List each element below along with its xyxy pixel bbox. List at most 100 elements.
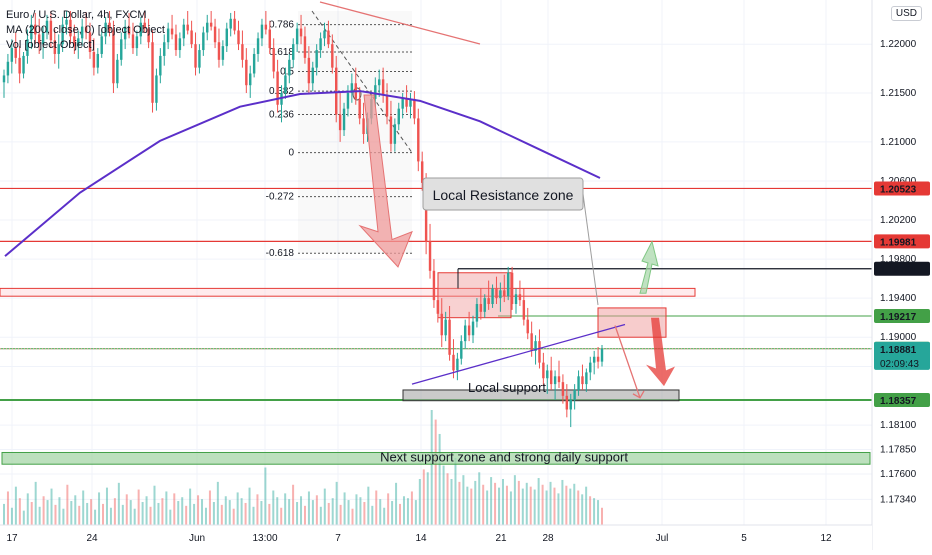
fib-level-label: 0.618 bbox=[269, 47, 294, 58]
candle-body bbox=[284, 75, 287, 94]
volume-bar bbox=[498, 487, 501, 525]
volume-bar bbox=[414, 500, 417, 525]
candle-body bbox=[104, 22, 107, 37]
candle-body bbox=[190, 30, 193, 45]
candle-body bbox=[460, 341, 463, 359]
volume-bar bbox=[252, 506, 255, 525]
candle-body bbox=[264, 24, 268, 30]
volume-bar bbox=[482, 484, 485, 525]
ascending-trendline bbox=[411, 323, 626, 385]
currency-badge[interactable]: USD bbox=[890, 6, 922, 21]
volume-bar bbox=[395, 482, 398, 525]
candle-body bbox=[45, 20, 49, 33]
volume-bar bbox=[260, 501, 263, 525]
candle-body bbox=[182, 24, 186, 39]
volume-bar bbox=[272, 490, 275, 525]
candle-body bbox=[209, 22, 213, 27]
volume-bar bbox=[410, 491, 413, 525]
candle-body bbox=[268, 29, 271, 49]
volume-bar bbox=[494, 482, 497, 525]
price-tick-label: 1.20600 bbox=[880, 176, 917, 187]
legend-title[interactable]: Euro / U.S. Dollar, 4h, FXCM bbox=[6, 9, 147, 21]
time-tick-label: 7 bbox=[335, 533, 341, 544]
volume-bar bbox=[26, 493, 29, 525]
legend-ma[interactable]: MA (200, close, 0) [object Object bbox=[6, 24, 165, 36]
volume-bar bbox=[371, 505, 374, 525]
volume-bar bbox=[30, 502, 33, 525]
volume-bar bbox=[383, 507, 386, 525]
candle-body bbox=[276, 71, 279, 105]
volume-bar bbox=[359, 497, 362, 525]
candle-body bbox=[92, 52, 96, 68]
time-tick-label: 28 bbox=[542, 533, 554, 544]
volume-bar bbox=[422, 469, 425, 525]
candle-body bbox=[557, 376, 561, 383]
volume-bar bbox=[78, 505, 81, 525]
candle-body bbox=[506, 272, 510, 297]
volume-bar bbox=[280, 507, 283, 525]
candle-body bbox=[229, 18, 232, 29]
candle-body bbox=[22, 55, 25, 74]
candle-body bbox=[18, 57, 21, 74]
price-axis: 1.22000 1.21500 1.21000 1.20600 1.20200 1.198… bbox=[871, 0, 932, 550]
volume-bar bbox=[212, 502, 215, 525]
candle-body bbox=[120, 39, 123, 60]
volume-bar bbox=[573, 483, 576, 525]
volume-bar bbox=[58, 497, 61, 525]
volume-bar bbox=[137, 489, 140, 525]
time-tick-label: 24 bbox=[86, 533, 98, 544]
volume-bar bbox=[323, 488, 326, 525]
candle-body bbox=[409, 98, 412, 107]
candle-body bbox=[198, 50, 201, 68]
volume-bar bbox=[446, 473, 449, 525]
candle-body bbox=[139, 22, 143, 37]
candle-body bbox=[479, 304, 483, 312]
price-tag bbox=[874, 234, 930, 249]
fib-level-label: 0.786 bbox=[269, 20, 294, 31]
candle-body bbox=[553, 376, 557, 385]
price-tag-label: 1.19217 bbox=[880, 312, 917, 323]
candle-body bbox=[546, 370, 549, 379]
volume-bar bbox=[264, 467, 267, 525]
volume-bar bbox=[418, 479, 421, 525]
volume-bar bbox=[129, 500, 132, 525]
volume-bar bbox=[296, 502, 299, 525]
legend-volume[interactable]: Vol [object Object] bbox=[6, 39, 95, 51]
downtrend-line bbox=[319, 1, 481, 45]
volume-bar bbox=[284, 493, 287, 525]
candle-body bbox=[495, 288, 498, 299]
price-tick-label: 1.17340 bbox=[880, 494, 917, 505]
volume-bar bbox=[248, 487, 251, 525]
candle-body bbox=[65, 19, 68, 25]
volume-bar bbox=[70, 501, 73, 525]
candle-body bbox=[385, 94, 389, 117]
volume-bar bbox=[66, 484, 69, 525]
candle-body bbox=[374, 85, 377, 99]
fib-level-label: 0.5 bbox=[280, 67, 294, 78]
volume-bar bbox=[319, 506, 322, 525]
volume-bar bbox=[529, 486, 532, 525]
time-tick-label: 13:00 bbox=[252, 533, 277, 544]
candle-body bbox=[174, 34, 178, 51]
candle-body bbox=[381, 79, 385, 95]
candle-body bbox=[57, 44, 60, 54]
ma-200-line bbox=[4, 90, 601, 257]
candle-body bbox=[112, 30, 115, 84]
volume-bar bbox=[351, 508, 354, 525]
red-down-arrow bbox=[358, 94, 413, 268]
candle-body bbox=[225, 28, 228, 47]
volume-bar bbox=[474, 480, 477, 525]
volume-bar bbox=[117, 482, 120, 525]
resistance-label-leader bbox=[582, 193, 599, 306]
price-tick-label: 1.17600 bbox=[880, 469, 917, 480]
price-tag-label: 1.18881 bbox=[880, 345, 917, 356]
candle-body bbox=[288, 59, 291, 76]
volume-bar bbox=[169, 509, 172, 525]
candle-body bbox=[428, 241, 432, 271]
candle-body bbox=[362, 118, 365, 135]
volume-bar bbox=[34, 481, 37, 525]
volume-bar bbox=[109, 507, 112, 525]
volume-bar bbox=[343, 492, 346, 525]
